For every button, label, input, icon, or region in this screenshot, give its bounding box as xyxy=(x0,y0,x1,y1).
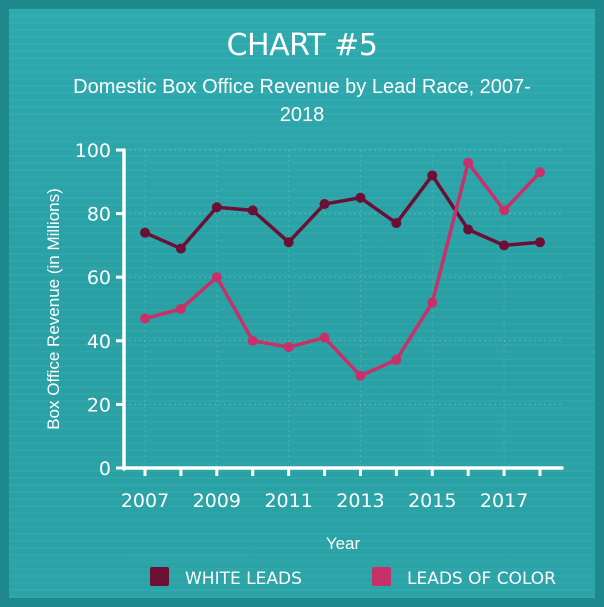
x-tick-label: 2015 xyxy=(408,490,456,512)
data-point xyxy=(535,237,545,248)
data-point xyxy=(427,297,438,308)
data-point xyxy=(247,205,258,216)
x-tick-label: 2013 xyxy=(336,490,384,512)
y-tick-label: 40 xyxy=(87,331,111,353)
data-point xyxy=(355,370,366,381)
gridlines xyxy=(124,149,562,468)
x-tick-labels: 2007 2009 2011 2013 2015 2017 xyxy=(121,468,542,512)
y-axis-label: Box Office Revenue (in Millions) xyxy=(44,188,63,430)
data-point xyxy=(427,170,438,181)
x-tick-label: 2007 xyxy=(121,490,169,512)
series-1 xyxy=(140,157,545,381)
chart-title: CHART #5 xyxy=(226,28,378,63)
data-point xyxy=(355,192,366,203)
data-point xyxy=(283,237,294,248)
legend-item: WHITE LEADS xyxy=(150,567,302,589)
data-point xyxy=(463,157,474,168)
data-point xyxy=(211,202,222,213)
x-axis-label: Year xyxy=(326,534,361,553)
legend-swatch xyxy=(150,567,169,586)
data-point xyxy=(175,304,186,314)
series-lines xyxy=(140,157,545,381)
y-tick-label: 60 xyxy=(87,267,111,289)
series-0 xyxy=(140,170,545,254)
legend-label: LEADS OF COLOR xyxy=(407,569,556,589)
data-point xyxy=(319,199,330,210)
data-point xyxy=(499,205,510,216)
data-point xyxy=(319,332,330,343)
legend-swatch xyxy=(372,567,391,586)
data-point xyxy=(140,313,150,324)
legend-label: WHITE LEADS xyxy=(185,569,302,589)
chart-subtitle: Domestic Box Office Revenue by Lead Race… xyxy=(0,73,604,129)
x-tick-label: 2017 xyxy=(480,490,528,512)
data-point xyxy=(175,243,186,254)
x-tick-label: 2011 xyxy=(264,490,312,512)
series-line xyxy=(143,173,542,251)
legend: WHITE LEADS LEADS OF COLOR xyxy=(150,567,556,589)
data-point xyxy=(535,167,545,178)
y-tick-label: 80 xyxy=(87,204,111,226)
data-point xyxy=(211,272,222,283)
y-tick-label: 100 xyxy=(75,140,111,162)
y-tick-label: 20 xyxy=(87,394,111,416)
data-point xyxy=(391,218,402,229)
axes xyxy=(122,148,564,471)
data-point xyxy=(140,227,150,238)
data-point xyxy=(247,335,258,346)
data-point xyxy=(499,240,510,251)
series-line xyxy=(143,160,542,378)
x-tick-label: 2009 xyxy=(193,490,241,512)
data-point xyxy=(283,342,294,353)
y-tick-labels: 0 20 40 60 80 100 xyxy=(75,140,124,480)
chart-subtitle-text: Domestic Box Office Revenue by Lead Race… xyxy=(73,76,531,126)
y-tick-label: 0 xyxy=(99,458,111,480)
data-point xyxy=(391,354,402,365)
legend-item: LEADS OF COLOR xyxy=(372,567,556,589)
data-point xyxy=(463,224,474,235)
